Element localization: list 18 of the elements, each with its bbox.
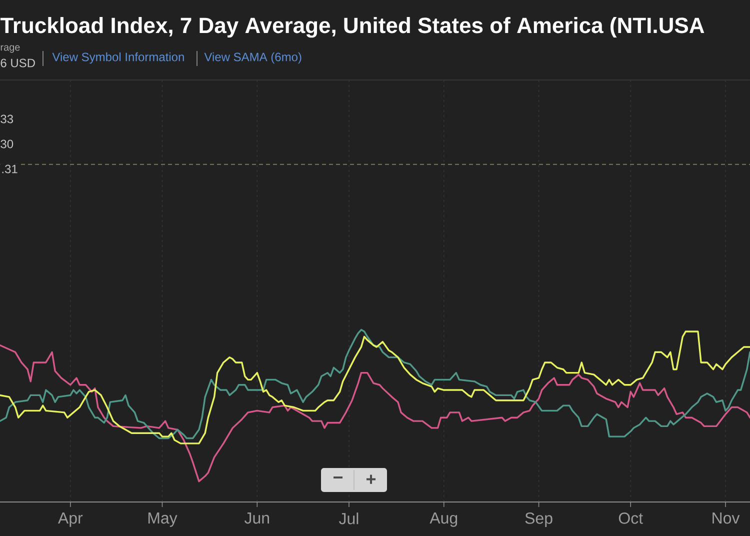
x-tick-label: Sep: [525, 512, 552, 528]
chart-subtitle: rage: [0, 45, 20, 53]
x-tick-label: Apr: [58, 512, 83, 527]
text: 33: [0, 114, 14, 124]
x-tick-label: Aug: [430, 512, 458, 527]
text: .31: [2, 164, 18, 174]
annotation: +: [366, 474, 376, 484]
x-tick-label: Jun: [244, 512, 269, 524]
x-tick-label: May: [148, 512, 178, 527]
chart-title: Truckload Index, 7 Day Average, United States of America (NTI.USA: [0, 17, 704, 38]
x-tick-label: Nov: [712, 512, 740, 524]
text: View SAMA (6mo): [204, 52, 302, 64]
x-tick-label: Jul: [339, 512, 358, 524]
annotation: −: [334, 476, 343, 478]
x-tick-label: Oct: [618, 512, 643, 524]
text: View Symbol Information: [52, 52, 184, 64]
text: 30: [0, 140, 14, 148]
text: 6 USD: [0, 58, 35, 68]
